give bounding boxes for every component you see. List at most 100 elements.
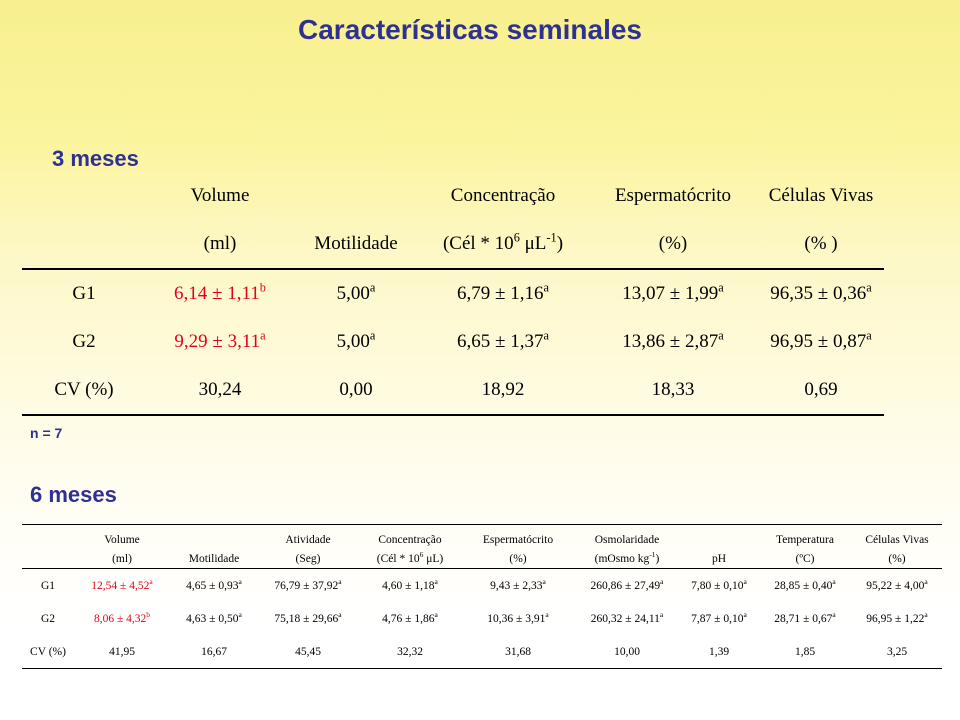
cell-superscript: a xyxy=(338,576,342,586)
data-cell: 76,79 ± 37,92a xyxy=(258,569,358,603)
header-cell: Espermatócrito xyxy=(614,185,732,206)
cell-value: 75,18 ± 29,66 xyxy=(274,612,339,625)
cell-value: 31,68 xyxy=(505,645,531,658)
cell-volume: 9,29 ± 3,11a xyxy=(146,318,294,366)
header-cell: Células Vivas xyxy=(865,533,929,546)
unit-text: μL xyxy=(519,233,547,254)
cell-volume: 30,24 xyxy=(146,366,294,416)
cell-value: 6,79 ± 1,16 xyxy=(457,283,544,304)
header-cell: (%) xyxy=(588,220,758,270)
data-cell: 41,95 xyxy=(74,635,170,669)
row-label: CV (%) xyxy=(22,366,146,416)
data-cell: 10,36 ± 3,91a xyxy=(462,602,574,635)
header-cell xyxy=(22,530,74,549)
cell-value: 4,76 ± 1,86 xyxy=(382,612,435,625)
cell-value: 96,95 ± 1,22 xyxy=(866,612,925,625)
header-cell: (ml) xyxy=(74,549,170,569)
unit-exponent: -1 xyxy=(649,549,656,559)
data-cell: 260,86 ± 27,49a xyxy=(574,569,680,603)
header-cell: (ºC) xyxy=(758,549,852,569)
cell-volume: 6,14 ± 1,11b xyxy=(146,269,294,318)
header-cell xyxy=(22,220,146,270)
header-cell: Volume xyxy=(190,185,250,206)
data-cell: 4,63 ± 0,50a xyxy=(170,602,258,635)
table-6-meses: Volume Atividade Concentração Espermatóc… xyxy=(22,530,942,669)
data-cell: 7,80 ± 0,10a xyxy=(680,569,758,603)
data-cell: 95,22 ± 4,00a xyxy=(852,569,942,603)
cell-superscript: a xyxy=(238,609,242,619)
cell-superscript: a xyxy=(832,609,836,619)
cell-superscript: a xyxy=(434,576,438,586)
data-cell: 260,32 ± 24,11a xyxy=(574,602,680,635)
table-row: G1 12,54 ± 4,52a 4,65 ± 0,93a 76,79 ± 37,92… xyxy=(22,569,942,603)
cell-superscript: a xyxy=(832,576,836,586)
cell-value: 45,45 xyxy=(295,645,321,658)
data-cell: 28,71 ± 0,67a xyxy=(758,602,852,635)
cell-superscript: b xyxy=(259,280,266,295)
unit-text: μL) xyxy=(423,552,444,565)
header-cell: Células Vivas xyxy=(768,185,874,206)
cell-value: 12,54 ± 4,52 xyxy=(91,579,150,592)
cell-superscript: a xyxy=(545,609,549,619)
data-cell: 4,76 ± 1,86a xyxy=(358,602,462,635)
data-cell: 10,00 xyxy=(574,635,680,669)
header-cell xyxy=(294,172,418,220)
data-cell: 12,54 ± 4,52a xyxy=(74,569,170,603)
row-label: G1 xyxy=(40,579,56,592)
cell-superscript: a xyxy=(718,328,724,343)
header-cell xyxy=(170,530,258,549)
cell-value: 18,92 xyxy=(481,379,525,400)
cell-value: 30,24 xyxy=(198,379,242,400)
data-cell: 75,18 ± 29,66a xyxy=(258,602,358,635)
cell-motilidade: 5,00a xyxy=(294,318,418,366)
section-label-3-meses: 3 meses xyxy=(52,146,139,171)
cell-superscript: a xyxy=(660,576,664,586)
cell-superscript: a xyxy=(924,576,928,586)
table-row: G2 9,29 ± 3,11a 5,00a 6,65 ± 1,37a 13,86… xyxy=(22,318,884,366)
cell-value: 96,35 ± 0,36 xyxy=(770,283,867,304)
header-cell: Motilidade xyxy=(294,220,418,270)
unit-text: (Cél * 10 xyxy=(442,233,514,254)
row-label: G2 xyxy=(40,612,56,625)
data-cell: 3,25 xyxy=(852,635,942,669)
cell-superscript: a xyxy=(369,280,376,295)
cell-value: 1,39 xyxy=(708,645,730,658)
unit-text: (Cél * 10 xyxy=(376,552,420,565)
table-row: CV (%) 30,24 0,00 18,92 18,33 0,69 xyxy=(22,366,884,416)
cell-superscript: a xyxy=(149,576,153,586)
header-cell: Temperatura xyxy=(776,533,834,546)
cell-superscript: a xyxy=(338,609,342,619)
cell-superscript: a xyxy=(543,328,549,343)
header-cell-osmolaridade-unit: (mOsmo kg-1) xyxy=(574,549,680,569)
cell-superscript: a xyxy=(718,280,724,295)
cell-value: 16,67 xyxy=(201,645,227,658)
cell-superscript: a xyxy=(543,280,549,295)
cell-value: 28,71 ± 0,67 xyxy=(774,612,833,625)
data-cell: 31,68 xyxy=(462,635,574,669)
header-cell: (% ) xyxy=(758,220,884,270)
table-row: CV (%) 41,95 16,67 45,45 32,32 31,68 10,00 1,39… xyxy=(22,635,942,669)
header-cell: Concentração xyxy=(450,185,556,206)
cell-value: 4,60 ± 1,18 xyxy=(382,579,435,592)
cell-value: 10,00 xyxy=(614,645,640,658)
cell-superscript: a xyxy=(924,609,928,619)
cell-value: 13,86 ± 2,87 xyxy=(622,331,719,352)
cell-value: 32,32 xyxy=(397,645,423,658)
cell-value: 260,86 ± 27,49 xyxy=(590,579,661,592)
header-cell: Atividade xyxy=(285,533,331,546)
cell-superscript: a xyxy=(260,328,266,343)
table-3-meses: Volume Concentração Espermatócrito Célul… xyxy=(22,172,884,416)
unit-text: ) xyxy=(655,552,660,565)
cell-celulas: 96,35 ± 0,36a xyxy=(758,269,884,318)
cell-superscript: a xyxy=(659,609,664,619)
cell-value: 28,85 ± 0,40 xyxy=(774,579,833,592)
table-top-rule xyxy=(22,524,942,525)
header-cell xyxy=(680,530,758,549)
cell-value: 6,65 ± 1,37 xyxy=(457,331,544,352)
data-cell: 96,95 ± 1,22a xyxy=(852,602,942,635)
table-header-row: (ml) Motilidade (Cél * 106 μL-1) (%) (% … xyxy=(22,220,884,270)
data-cell: 8,06 ± 4,32b xyxy=(74,602,170,635)
header-cell xyxy=(22,172,146,220)
cell-value: 13,07 ± 1,99 xyxy=(622,283,719,304)
cell-value: 8,06 ± 4,32 xyxy=(93,612,147,625)
